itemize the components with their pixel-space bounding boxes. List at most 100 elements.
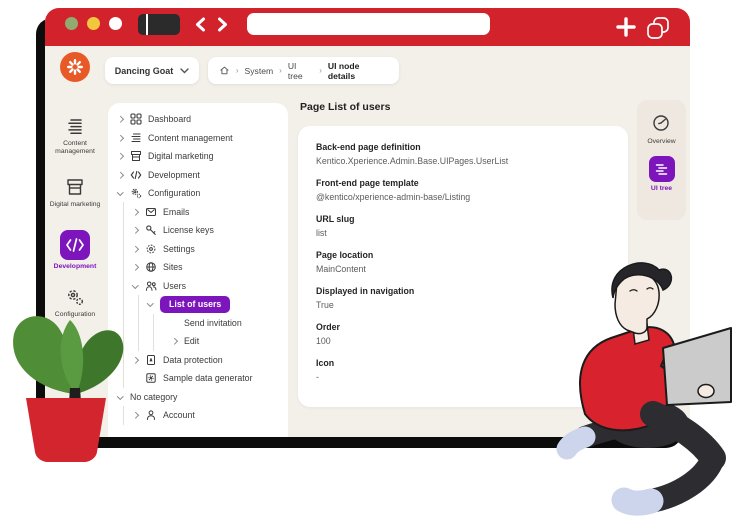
- breadcrumb-item-current: UI node details: [327, 60, 360, 81]
- traffic-light-green-icon[interactable]: [65, 17, 78, 30]
- tree-item-configuration[interactable]: Configuration: [108, 184, 288, 203]
- tree-item-digital-marketing[interactable]: Digital marketing: [108, 147, 288, 166]
- field-label: Back-end page definition: [316, 142, 421, 152]
- view-overview[interactable]: Overview: [647, 113, 676, 145]
- chevron-down-icon[interactable]: [133, 285, 145, 288]
- browser-tab[interactable]: [138, 14, 180, 35]
- tree-item-label: Send invitation: [184, 317, 242, 328]
- address-bar[interactable]: [247, 13, 490, 35]
- ui-tree-panel: Dashboard Content management Digital mar…: [108, 103, 288, 437]
- tree-item-no-category[interactable]: No category: [108, 388, 288, 407]
- tree-item-development[interactable]: Development: [108, 166, 288, 185]
- tree-item-users[interactable]: Users: [108, 277, 288, 296]
- tree-item-label: Account: [163, 410, 195, 421]
- new-tab-plus-icon[interactable]: [613, 14, 639, 40]
- rail-item-digital-marketing[interactable]: Digital marketing: [46, 176, 104, 209]
- chevron-down-icon: [180, 67, 189, 73]
- forward-button[interactable]: [216, 17, 229, 32]
- tree-item-data-protection[interactable]: Data protection: [108, 351, 288, 370]
- tree-item-emails[interactable]: Emails: [108, 203, 288, 222]
- tree-item-sites[interactable]: Sites: [108, 258, 288, 277]
- tab-overview-icon[interactable]: [646, 16, 670, 40]
- rail-item-label: Configuration: [54, 311, 96, 318]
- browser-chrome: [45, 8, 690, 46]
- chevron-right-icon[interactable]: [133, 265, 145, 270]
- chevron-right-icon[interactable]: [118, 117, 130, 122]
- tree-item-edit[interactable]: Edit: [108, 332, 288, 351]
- browser-window: Dancing Goat › System › UI tree › UI nod…: [45, 8, 690, 437]
- globe-icon: [146, 262, 156, 273]
- tree-item-label: Data protection: [163, 354, 223, 365]
- traffic-light-white-icon[interactable]: [109, 17, 122, 30]
- tree-item-dashboard[interactable]: Dashboard: [108, 110, 288, 129]
- tab-favicon-divider: [146, 14, 149, 35]
- tree-guide-line: [123, 406, 124, 425]
- field-page-location: Page location MainContent: [316, 250, 612, 274]
- rail-item-label: Digital marketing: [49, 201, 101, 208]
- digital-marketing-icon: [131, 151, 141, 162]
- breadcrumb-separator: ›: [235, 66, 239, 75]
- tree-item-license-keys[interactable]: License keys: [108, 221, 288, 240]
- ui-tree-icon: [648, 156, 675, 182]
- chevron-right-icon[interactable]: [118, 173, 130, 178]
- chevron-down-icon[interactable]: [118, 192, 130, 195]
- traffic-light-yellow-icon[interactable]: [87, 17, 100, 30]
- tree-item-label: Configuration: [148, 188, 201, 199]
- tree-item-label: Content management: [148, 132, 233, 143]
- field-value: Kentico.Xperience.Admin.Base.UIPages.Use…: [316, 155, 509, 166]
- tree-item-account[interactable]: Account: [108, 406, 288, 425]
- field-url-slug: URL slug list: [316, 214, 612, 238]
- tree-item-list-of-users[interactable]: List of users: [108, 295, 288, 314]
- field-label: Order: [316, 322, 340, 332]
- sample-data-generator-icon: [146, 373, 156, 383]
- field-value: True: [316, 299, 334, 310]
- tree-item-label: License keys: [163, 225, 214, 236]
- breadcrumb-item-ui-tree[interactable]: UI tree: [287, 60, 303, 81]
- field-value: MainContent: [316, 263, 366, 274]
- users-icon: [145, 281, 157, 291]
- tree-item-label: Edit: [184, 336, 200, 347]
- chevron-right-icon[interactable]: [133, 358, 145, 363]
- chevron-right-icon[interactable]: [172, 339, 184, 344]
- chevron-right-icon[interactable]: [133, 228, 145, 233]
- rail-item-configuration[interactable]: Configuration: [46, 286, 104, 319]
- chevron-down-icon[interactable]: [148, 303, 160, 306]
- kentico-logo[interactable]: [60, 52, 90, 82]
- chevron-right-icon[interactable]: [118, 136, 130, 141]
- tree-item-settings[interactable]: Settings: [108, 240, 288, 259]
- field-displayed-in-navigation: Displayed in navigation True: [316, 286, 612, 310]
- field-label: Front-end page template: [316, 178, 419, 188]
- chevron-right-icon[interactable]: [133, 247, 145, 252]
- breadcrumb-item-system[interactable]: System: [244, 65, 274, 76]
- overview-gauge-icon: [651, 113, 671, 135]
- tree-item-label: Users: [163, 280, 186, 291]
- page-title: Page List of users: [300, 101, 391, 113]
- home-icon[interactable]: [219, 65, 230, 76]
- tree-guide-line: [123, 202, 124, 388]
- field-label: URL slug: [316, 214, 355, 224]
- development-icon: [130, 170, 142, 179]
- view-ui-tree[interactable]: UI tree: [648, 156, 675, 192]
- plant-illustration: [13, 316, 124, 462]
- tree-item-send-invitation[interactable]: Send invitation: [108, 314, 288, 333]
- breadcrumb: › System › UI tree › UI node details: [208, 57, 399, 84]
- site-selector[interactable]: Dancing Goat: [105, 57, 199, 84]
- back-button[interactable]: [194, 17, 207, 32]
- tree-item-label: Digital marketing: [148, 151, 214, 162]
- tree-item-sample-data-generator[interactable]: Sample data generator: [108, 369, 288, 388]
- rail-item-development[interactable]: Development: [46, 230, 104, 271]
- tree-item-content-management[interactable]: Content management: [108, 129, 288, 148]
- tree-item-label: Development: [148, 169, 200, 180]
- tree-item-label: Emails: [163, 206, 190, 217]
- configuration-icon: [131, 188, 142, 199]
- key-icon: [146, 225, 156, 236]
- chevron-right-icon[interactable]: [133, 413, 145, 418]
- field-frontend-page-template: Front-end page template @kentico/xperien…: [316, 178, 612, 202]
- rail-item-content-management[interactable]: Content management: [46, 115, 104, 157]
- tree-item-active-pill[interactable]: List of users: [160, 295, 231, 313]
- dashboard-icon: [130, 113, 142, 125]
- chevron-right-icon[interactable]: [133, 210, 145, 215]
- person-with-laptop-illustration: [556, 262, 732, 516]
- chevron-right-icon[interactable]: [118, 154, 130, 159]
